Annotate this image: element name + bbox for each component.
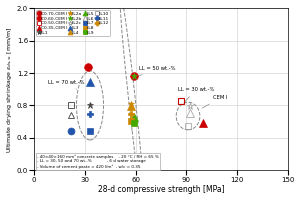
Y-axis label: Ultimate drying shrinkage $\varepsilon_{ds,\infty}$ [mm/m]: Ultimate drying shrinkage $\varepsilon_{…	[6, 26, 14, 153]
X-axis label: 28-d compressive strength [MPa]: 28-d compressive strength [MPa]	[98, 185, 224, 194]
Text: - 40×40×160 mm³ concrete samples    - 20 °C / RH = 65 %
- LL = 30, 50 and 70 wt.: - 40×40×160 mm³ concrete samples - 20 °C…	[37, 154, 158, 169]
Text: LL = 30 wt.-%: LL = 30 wt.-%	[178, 87, 214, 102]
Text: CEM I: CEM I	[202, 95, 228, 108]
Text: LL = 50 wt.-%: LL = 50 wt.-%	[135, 66, 176, 78]
Legend: C0.70-CEM I, C0.60-CEM I, C0.50-CEM I, C0.35-CEM I, LL1, LL2a, LL2b, LL2c, LL3, : C0.70-CEM I, C0.60-CEM I, C0.50-CEM I, C…	[37, 10, 110, 36]
Text: LL = 70 wt.-%: LL = 70 wt.-%	[48, 80, 84, 89]
